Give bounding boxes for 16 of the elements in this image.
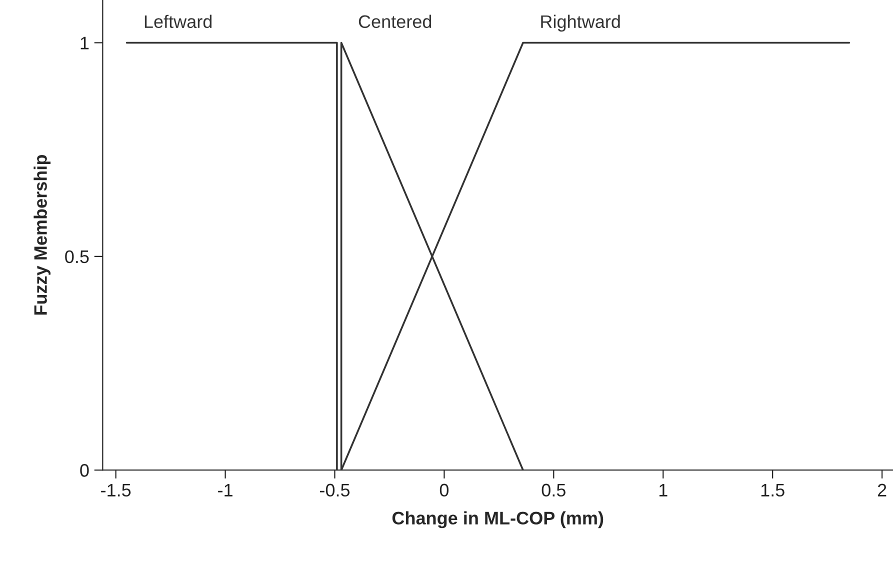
- x-tick-label: 2: [878, 484, 886, 496]
- series-label: Leftward: [144, 14, 212, 28]
- series-label: Rightward: [541, 14, 620, 32]
- x-tick-label: 0: [440, 484, 449, 497]
- x-tick-label: -1.5: [101, 484, 131, 497]
- y-tick-label: 0: [80, 464, 89, 477]
- x-tick-label: 0.5: [542, 484, 566, 497]
- x-tick-label: 1: [659, 484, 668, 496]
- x-tick-label: -1: [218, 484, 232, 496]
- y-tick-label: 0.5: [65, 250, 89, 264]
- x-tick-label: 1.5: [761, 484, 784, 497]
- y-axis-title: Fuzzy Membership: [34, 155, 51, 315]
- y-tick-label: 1: [80, 36, 89, 50]
- x-tick-label: -0.5: [320, 484, 350, 497]
- x-axis-title: Change in ML-COP (mm): [392, 511, 604, 528]
- series-label: Centered: [358, 14, 432, 28]
